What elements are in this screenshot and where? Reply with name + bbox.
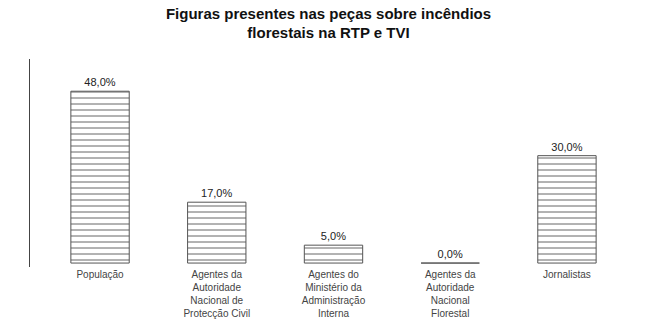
svg-text:Agentes daAutoridadeNacional d: Agentes daAutoridadeNacional deProtecção… xyxy=(183,269,250,319)
svg-text:30,0%: 30,0% xyxy=(551,141,582,153)
svg-text:17,0%: 17,0% xyxy=(201,187,232,199)
svg-text:Agentes daAutoridadeNacionalFl: Agentes daAutoridadeNacionalFlorestal xyxy=(425,269,476,319)
svg-text:Agentes doMinistério daAdminis: Agentes doMinistério daAdministraçãoInte… xyxy=(302,269,366,319)
svg-text:População: População xyxy=(76,269,124,280)
svg-text:Jornalistas: Jornalistas xyxy=(543,269,591,280)
svg-text:5,0%: 5,0% xyxy=(321,230,346,242)
svg-text:0,0%: 0,0% xyxy=(438,248,463,260)
svg-text:48,0%: 48,0% xyxy=(84,76,115,88)
svg-text:Figuras presentes nas peças so: Figuras presentes nas peças sobre incênd… xyxy=(166,5,491,42)
